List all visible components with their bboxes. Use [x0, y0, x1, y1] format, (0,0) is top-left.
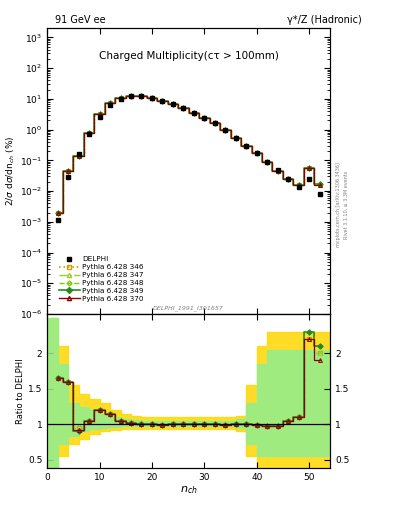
- Y-axis label: Ratio to DELPHI: Ratio to DELPHI: [16, 358, 25, 424]
- Legend: DELPHI, Pythia 6.428 346, Pythia 6.428 347, Pythia 6.428 348, Pythia 6.428 349, : DELPHI, Pythia 6.428 346, Pythia 6.428 3…: [57, 253, 147, 305]
- Text: Charged Multiplicity(cτ > 100mm): Charged Multiplicity(cτ > 100mm): [99, 51, 279, 61]
- Text: mcplots.cern.ch [arXiv:1306.3436]: mcplots.cern.ch [arXiv:1306.3436]: [336, 162, 341, 247]
- Text: γ*/Z (Hadronic): γ*/Z (Hadronic): [287, 14, 362, 25]
- Text: 91 GeV ee: 91 GeV ee: [55, 14, 106, 25]
- Text: DELPHI_1991_I301657: DELPHI_1991_I301657: [153, 306, 224, 311]
- X-axis label: $n_{ch}$: $n_{ch}$: [180, 484, 198, 496]
- Y-axis label: 2/$\sigma$ d$\sigma$/dn$_{ch}$ (%): 2/$\sigma$ d$\sigma$/dn$_{ch}$ (%): [4, 136, 17, 206]
- Text: Rivet 3.1.10, ≥ 3.3M events: Rivet 3.1.10, ≥ 3.3M events: [344, 170, 349, 239]
